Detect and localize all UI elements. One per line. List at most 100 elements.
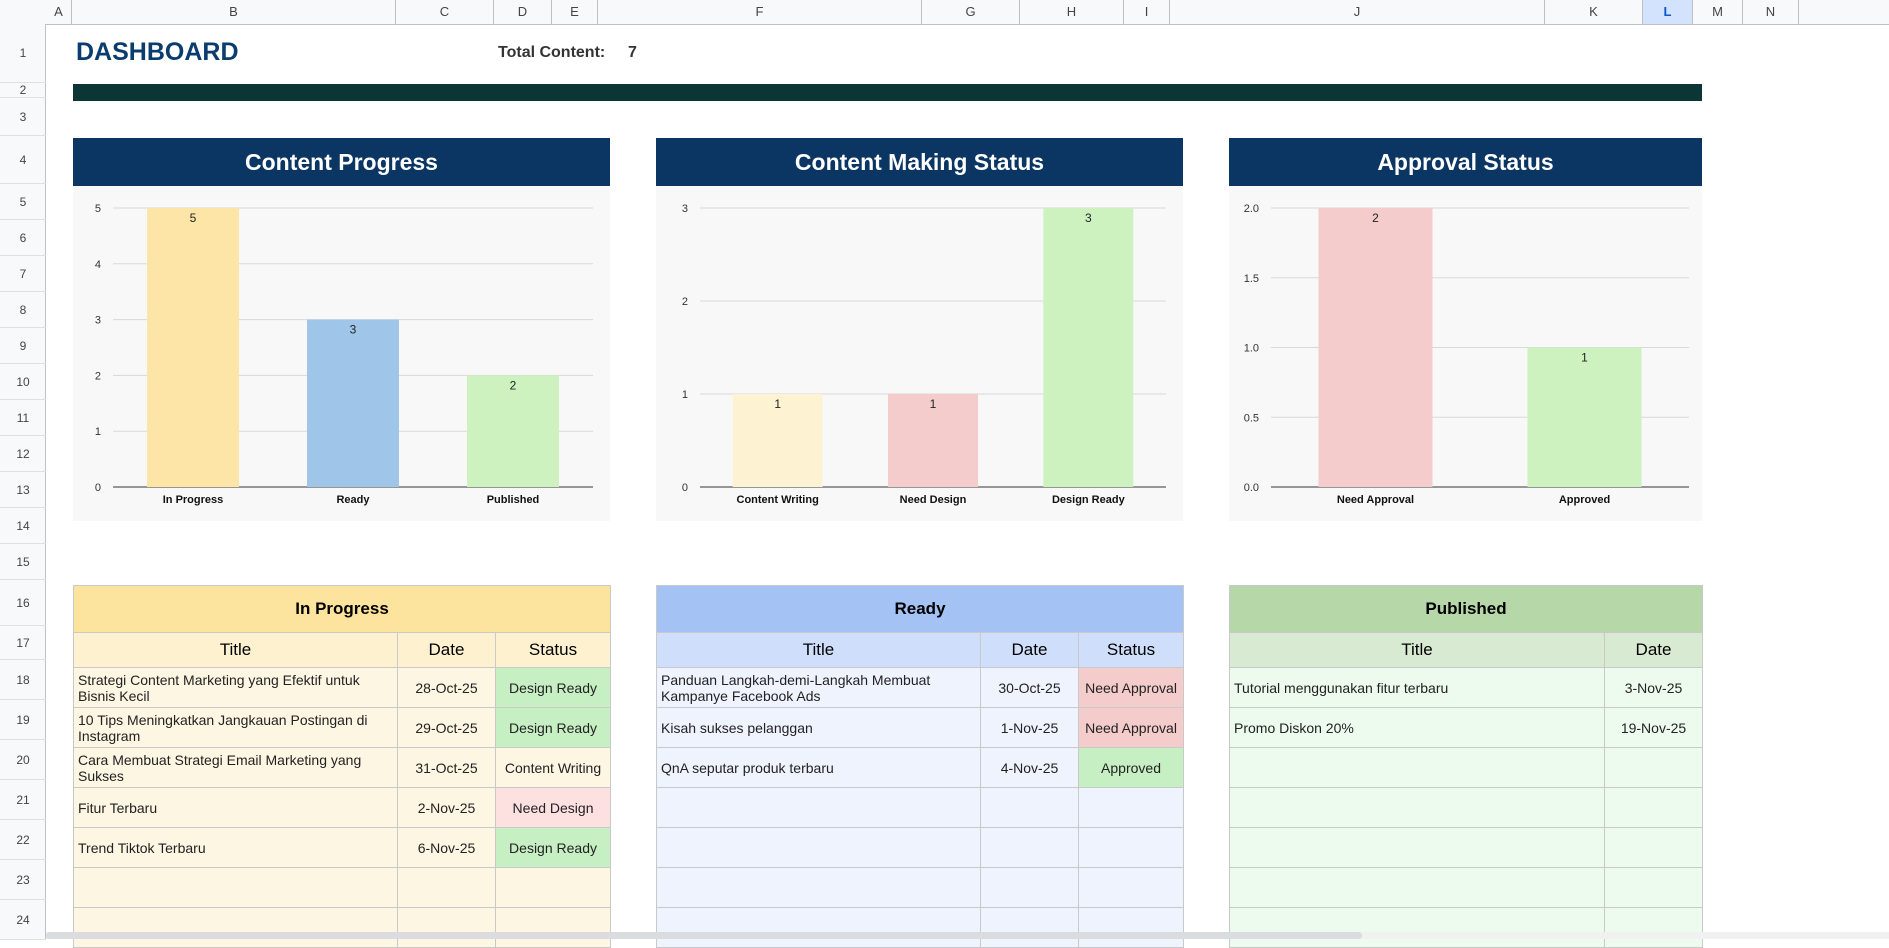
cell-date[interactable] — [980, 827, 1079, 868]
row-header-3[interactable]: 3 — [0, 98, 46, 136]
row-header-17[interactable]: 17 — [0, 626, 46, 660]
bar-in-progress[interactable] — [147, 208, 239, 487]
column-header-n[interactable]: N — [1743, 0, 1799, 24]
content-making-status-chart[interactable]: 0 1 2 3 1 Content Writing 1 Need Design 3 Design … — [656, 186, 1183, 521]
cell-date[interactable]: 3-Nov-25 — [1603, 667, 1704, 708]
cell-title[interactable]: Cara Membuat Strategi Email Marketing ya… — [73, 747, 398, 788]
cell-status[interactable]: Need Approval — [1077, 707, 1185, 748]
cell-title[interactable]: Tutorial menggunakan fitur terbaru — [1229, 667, 1605, 708]
row-header-23[interactable]: 23 — [0, 860, 46, 900]
row-header-2[interactable]: 2 — [0, 83, 46, 98]
column-header-l[interactable]: L — [1643, 0, 1693, 24]
cell-date[interactable] — [1603, 747, 1704, 788]
cell-status[interactable]: Content Writing — [494, 747, 612, 788]
bar-content-writing[interactable] — [732, 394, 823, 487]
cell-date[interactable]: 19-Nov-25 — [1603, 707, 1704, 748]
cell-date[interactable] — [1603, 867, 1704, 908]
row-header-1[interactable]: 1 — [0, 24, 46, 83]
cell-status[interactable] — [1077, 827, 1185, 868]
cell-title[interactable] — [1229, 827, 1605, 868]
horizontal-scroll-thumb[interactable] — [46, 932, 1362, 939]
cell-status[interactable] — [1077, 867, 1185, 908]
column-header-i[interactable]: I — [1124, 0, 1170, 24]
cell-title[interactable] — [656, 787, 981, 828]
row-header-21[interactable]: 21 — [0, 780, 46, 820]
row-header-11[interactable]: 11 — [0, 400, 46, 436]
cell-date[interactable] — [980, 787, 1079, 828]
cell-date[interactable] — [1603, 827, 1704, 868]
cell-date[interactable] — [980, 867, 1079, 908]
cell-title[interactable]: Strategi Content Marketing yang Efektif … — [73, 667, 398, 708]
column-header-k[interactable]: K — [1545, 0, 1643, 24]
cell-title[interactable]: Promo Diskon 20% — [1229, 707, 1605, 748]
row-header-19[interactable]: 19 — [0, 700, 46, 740]
row-header-7[interactable]: 7 — [0, 256, 46, 292]
cell-title[interactable]: QnA seputar produk terbaru — [656, 747, 981, 788]
cell-date[interactable] — [397, 907, 496, 948]
cell-status[interactable]: Need Approval — [1077, 667, 1185, 708]
cell-date[interactable] — [1603, 907, 1704, 948]
cell-status[interactable] — [1077, 907, 1185, 948]
cell-status[interactable] — [1077, 787, 1185, 828]
bar-ready[interactable] — [307, 319, 399, 487]
row-header-4[interactable]: 4 — [0, 136, 46, 184]
row-header-13[interactable]: 13 — [0, 472, 46, 508]
cell-title[interactable] — [1229, 787, 1605, 828]
cell-title[interactable] — [656, 907, 981, 948]
cell-title[interactable]: Trend Tiktok Terbaru — [73, 827, 398, 868]
row-header-15[interactable]: 15 — [0, 544, 46, 580]
cell-status[interactable] — [494, 907, 612, 948]
bar-published[interactable] — [467, 375, 559, 487]
cell-title[interactable] — [656, 827, 981, 868]
cell-title[interactable] — [656, 867, 981, 908]
row-header-18[interactable]: 18 — [0, 660, 46, 700]
row-header-9[interactable]: 9 — [0, 328, 46, 364]
bar-need-design[interactable] — [888, 394, 978, 487]
row-header-12[interactable]: 12 — [0, 436, 46, 472]
cell-title[interactable] — [1229, 867, 1605, 908]
cell-date[interactable]: 30-Oct-25 — [980, 667, 1079, 708]
bar-need-approval[interactable] — [1318, 208, 1433, 487]
cell-date[interactable] — [397, 867, 496, 908]
approval-status-chart[interactable]: 0.0 0.5 1.0 1.5 2.0 2 Need Approval 1 Approved — [1229, 186, 1702, 521]
cell-status[interactable]: Design Ready — [494, 667, 612, 708]
content-progress-chart[interactable]: 0 1 2 3 4 5 5 In Progress 3 Ready 2 Published — [73, 186, 610, 521]
cell-status[interactable]: Design Ready — [494, 827, 612, 868]
cell-title[interactable] — [73, 867, 398, 908]
column-header-f[interactable]: F — [598, 0, 922, 24]
cell-status[interactable]: Need Design — [494, 787, 612, 828]
column-header-b[interactable]: B — [72, 0, 396, 24]
column-header-d[interactable]: D — [494, 0, 552, 24]
row-header-20[interactable]: 20 — [0, 740, 46, 780]
cell-date[interactable]: 1-Nov-25 — [980, 707, 1079, 748]
cell-date[interactable]: 6-Nov-25 — [397, 827, 496, 868]
row-header-6[interactable]: 6 — [0, 220, 46, 256]
cell-date[interactable]: 2-Nov-25 — [397, 787, 496, 828]
cell-date[interactable] — [980, 907, 1079, 948]
row-header-5[interactable]: 5 — [0, 184, 46, 220]
column-header-m[interactable]: M — [1693, 0, 1743, 24]
cell-title[interactable] — [73, 907, 398, 948]
cell-title[interactable]: Fitur Terbaru — [73, 787, 398, 828]
bar-design-ready[interactable] — [1043, 208, 1134, 487]
cell-status[interactable] — [494, 867, 612, 908]
cell-date[interactable]: 28-Oct-25 — [397, 667, 496, 708]
cell-status[interactable]: Design Ready — [494, 707, 612, 748]
horizontal-scrollbar[interactable] — [46, 932, 1889, 939]
row-header-16[interactable]: 16 — [0, 580, 46, 626]
cell-date[interactable]: 4-Nov-25 — [980, 747, 1079, 788]
cell-title[interactable]: Panduan Langkah-demi-Langkah Membuat Kam… — [656, 667, 981, 708]
row-header-8[interactable]: 8 — [0, 292, 46, 328]
bar-approved[interactable] — [1527, 347, 1642, 488]
row-header-10[interactable]: 10 — [0, 364, 46, 400]
row-header-24[interactable]: 24 — [0, 900, 46, 940]
cell-title[interactable]: Kisah sukses pelanggan — [656, 707, 981, 748]
cell-date[interactable]: 31-Oct-25 — [397, 747, 496, 788]
cell-title[interactable] — [1229, 907, 1605, 948]
cell-title[interactable] — [1229, 747, 1605, 788]
row-header-14[interactable]: 14 — [0, 508, 46, 544]
row-header-22[interactable]: 22 — [0, 820, 46, 860]
column-header-e[interactable]: E — [552, 0, 598, 24]
cell-date[interactable] — [1603, 787, 1704, 828]
cell-title[interactable]: 10 Tips Meningkatkan Jangkauan Postingan… — [73, 707, 398, 748]
